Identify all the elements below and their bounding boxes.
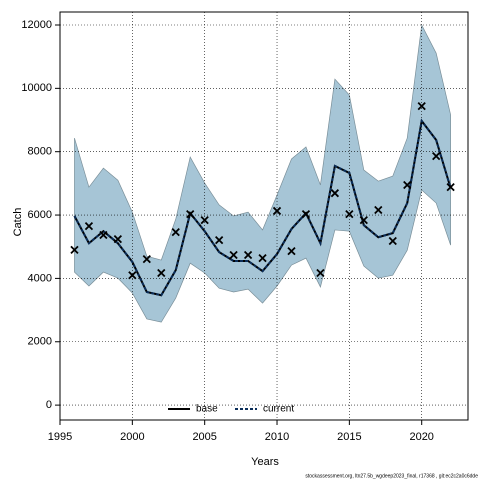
observed-point [359, 215, 368, 225]
y-tick-label: 6000 [28, 209, 52, 221]
plot-frame [59, 11, 469, 421]
observed-point [186, 209, 195, 219]
observed-point [229, 250, 238, 260]
observed-point [301, 209, 311, 219]
observed-point [113, 234, 123, 244]
x-axis-label: Years [251, 456, 279, 468]
y-axis-label: Catch [12, 208, 24, 237]
observed-point [417, 101, 426, 111]
observed-point [215, 235, 224, 245]
observed-point [272, 206, 282, 216]
observed-point [388, 236, 397, 246]
observed-point [84, 222, 94, 231]
observed-point [330, 189, 340, 198]
x-tick-label: 2010 [265, 431, 289, 443]
x-tick-label: 1995 [48, 431, 72, 443]
y-tick-label: 10000 [21, 82, 52, 94]
observed-point [70, 245, 79, 255]
observed-point [345, 209, 354, 219]
x-tick-label: 2000 [120, 431, 144, 443]
y-tick-label: 0 [46, 399, 52, 411]
observed-point [157, 268, 166, 278]
observed-point [243, 250, 253, 260]
y-tick-label: 8000 [28, 146, 52, 158]
observed-point [128, 271, 137, 280]
observed-point [316, 268, 325, 278]
observed-point [99, 230, 108, 240]
observed-point [403, 180, 412, 190]
observed-point [287, 247, 296, 256]
legend-label: base [196, 404, 218, 415]
x-tick-label: 2020 [409, 431, 433, 443]
observed-point [432, 151, 441, 161]
footer: stockassessment.org, ltn27.5b_wgdeep2023… [305, 473, 478, 479]
observed-point [446, 183, 455, 192]
y-tick-label: 4000 [28, 272, 52, 284]
observed-point [142, 254, 151, 264]
series-line [73, 118, 452, 297]
legend-label: current [263, 404, 294, 415]
observed-point [200, 215, 209, 225]
y-tick-label: 2000 [28, 336, 52, 348]
x-tick-label: 2015 [337, 431, 361, 443]
observed-point [258, 253, 267, 263]
observed-point [374, 205, 383, 215]
x-tick-label: 2005 [192, 431, 216, 443]
observed-point [171, 228, 180, 237]
y-tick-label: 12000 [21, 19, 52, 31]
